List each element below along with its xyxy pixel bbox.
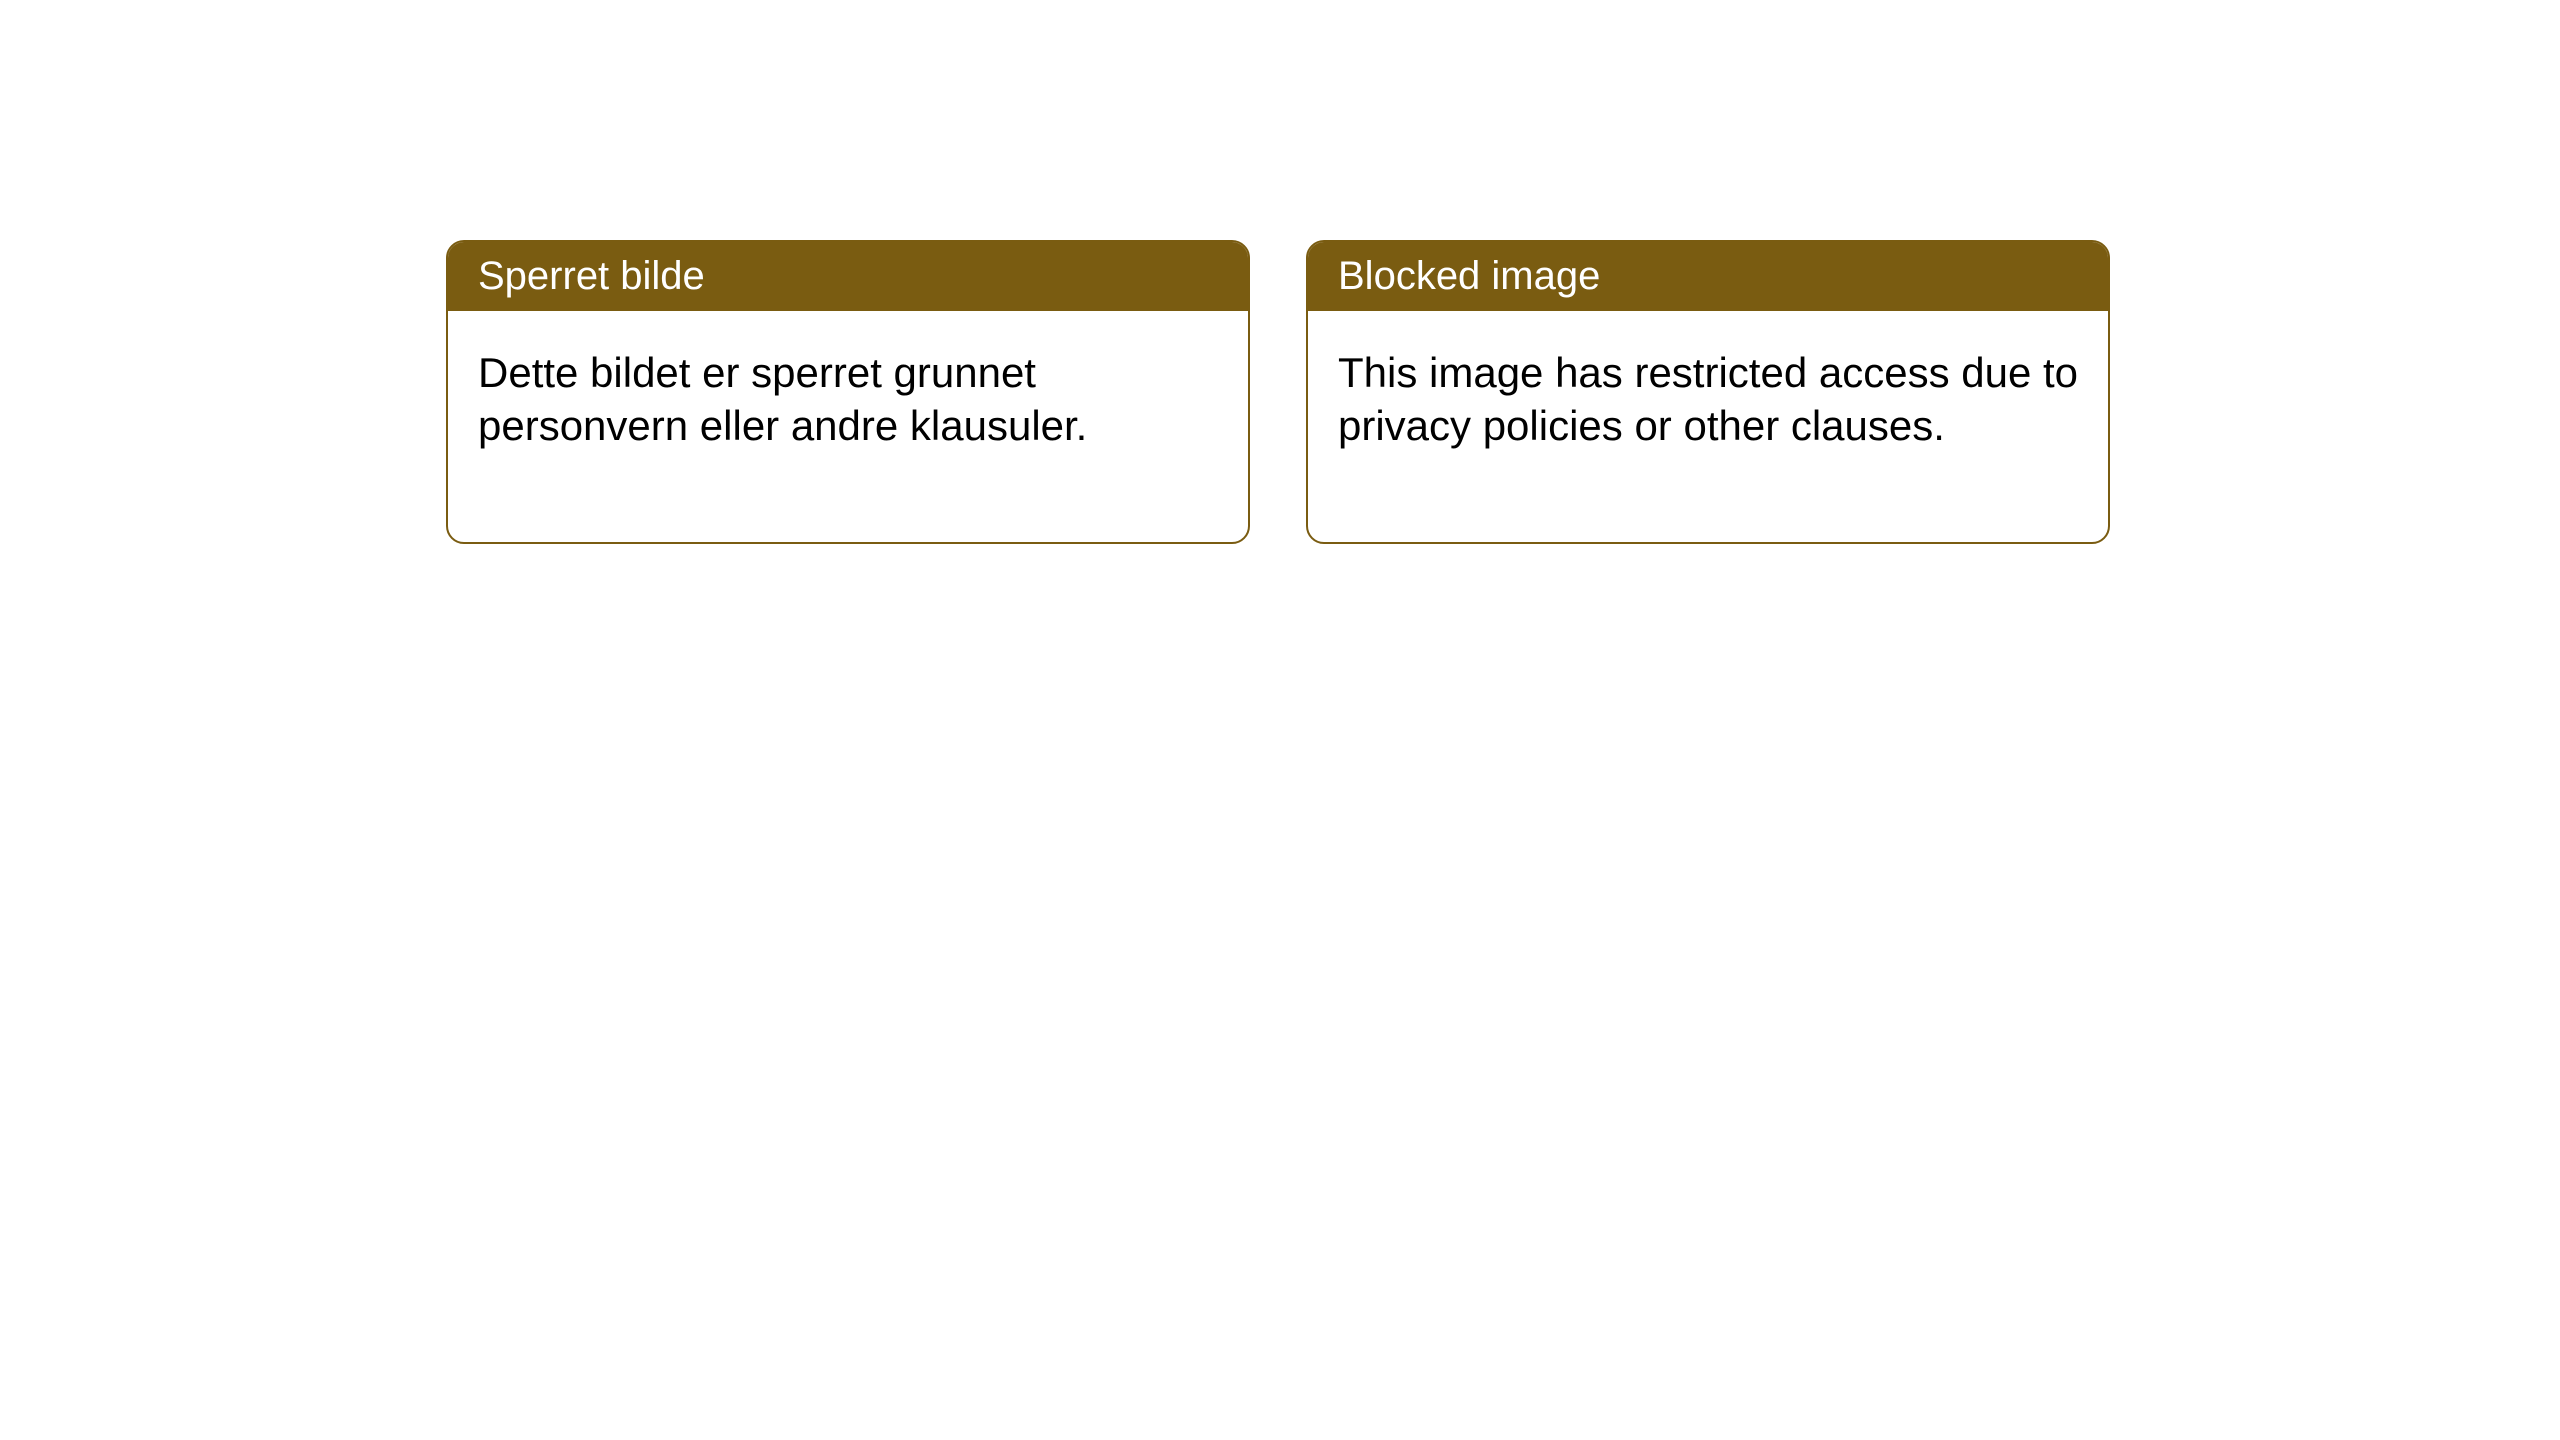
blocked-image-card-english: Blocked image This image has restricted …: [1306, 240, 2110, 544]
card-title-english: Blocked image: [1308, 242, 2108, 311]
card-title-norwegian: Sperret bilde: [448, 242, 1248, 311]
card-body-english: This image has restricted access due to …: [1308, 311, 2108, 542]
card-body-norwegian: Dette bildet er sperret grunnet personve…: [448, 311, 1248, 542]
notice-container: Sperret bilde Dette bildet er sperret gr…: [0, 0, 2560, 544]
blocked-image-card-norwegian: Sperret bilde Dette bildet er sperret gr…: [446, 240, 1250, 544]
